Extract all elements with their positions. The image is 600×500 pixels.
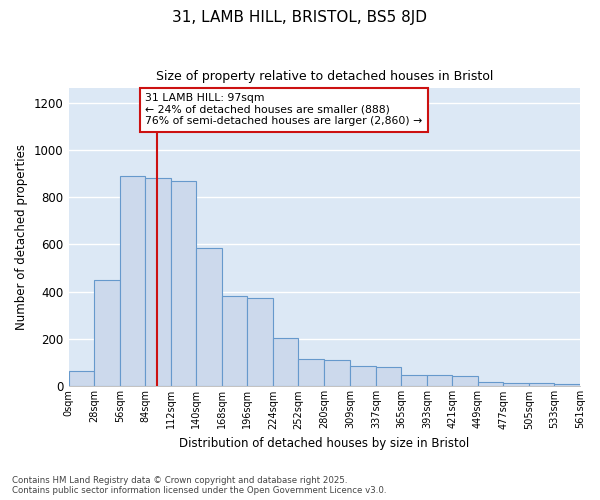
Bar: [298, 359, 324, 386]
Bar: [452, 376, 478, 386]
Text: 31, LAMB HILL, BRISTOL, BS5 8JD: 31, LAMB HILL, BRISTOL, BS5 8JD: [173, 10, 427, 25]
Bar: [69, 371, 94, 386]
Bar: [350, 366, 376, 386]
Title: Size of property relative to detached houses in Bristol: Size of property relative to detached ho…: [156, 70, 493, 83]
Bar: [529, 383, 554, 386]
Bar: [145, 178, 171, 386]
X-axis label: Distribution of detached houses by size in Bristol: Distribution of detached houses by size …: [179, 437, 470, 450]
Bar: [554, 384, 580, 386]
Bar: [427, 375, 452, 386]
Bar: [503, 383, 529, 386]
Bar: [401, 374, 427, 386]
Bar: [273, 338, 298, 386]
Bar: [478, 382, 503, 386]
Y-axis label: Number of detached properties: Number of detached properties: [15, 144, 28, 330]
Bar: [94, 280, 120, 386]
Bar: [222, 296, 247, 386]
Text: Contains HM Land Registry data © Crown copyright and database right 2025.
Contai: Contains HM Land Registry data © Crown c…: [12, 476, 386, 495]
Text: 31 LAMB HILL: 97sqm
← 24% of detached houses are smaller (888)
76% of semi-detac: 31 LAMB HILL: 97sqm ← 24% of detached ho…: [145, 93, 422, 126]
Bar: [247, 298, 273, 386]
Bar: [376, 368, 401, 386]
Bar: [324, 360, 350, 386]
Bar: [196, 248, 222, 386]
Bar: [120, 176, 145, 386]
Bar: [171, 180, 196, 386]
